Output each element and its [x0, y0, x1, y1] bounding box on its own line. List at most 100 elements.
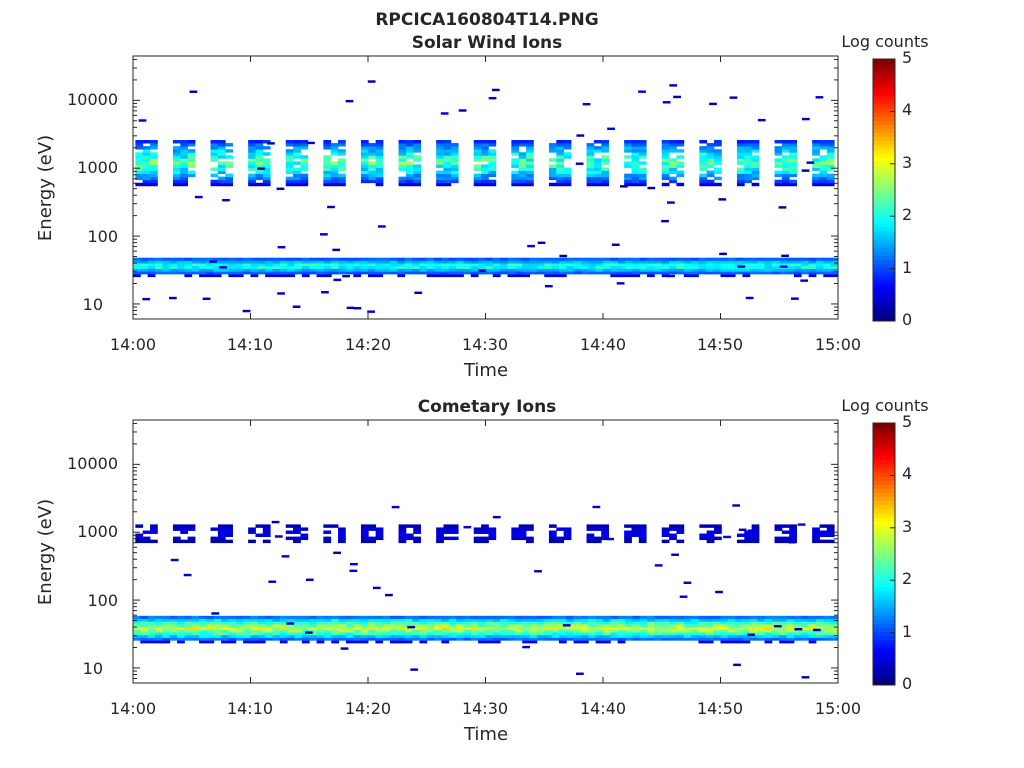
band-cell: [162, 632, 171, 636]
band-cell: [698, 623, 707, 628]
burst-cell: [285, 143, 294, 147]
band-cell: [375, 615, 384, 619]
burst-cell: [819, 155, 828, 159]
band-cell: [771, 271, 780, 275]
band-cell: [301, 271, 310, 275]
burst-cell: [187, 527, 196, 531]
burst-cell: [751, 149, 760, 153]
band-cell: [213, 615, 222, 619]
burst-cell: [563, 146, 572, 150]
burst-cell: [676, 140, 685, 144]
band-cell: [213, 257, 222, 261]
burst-cell: [473, 173, 482, 178]
band-cell: [463, 637, 472, 641]
band-cell: [793, 268, 802, 272]
burst-cell: [172, 179, 181, 184]
burst-cell: [669, 176, 677, 181]
band-cell: [595, 257, 604, 261]
band-cell: [625, 273, 633, 278]
band-cell: [279, 265, 288, 269]
band-cell: [742, 263, 751, 267]
colorbar-segment: [873, 459, 895, 465]
band-cell: [390, 263, 398, 267]
band-cell: [221, 263, 229, 267]
band-cell: [639, 260, 648, 264]
colorbar-segment: [873, 451, 895, 457]
burst-cell: [744, 158, 753, 162]
burst-cell: [338, 179, 346, 184]
burst-cell: [638, 149, 647, 153]
band-cell: [603, 637, 611, 641]
band-cell: [742, 637, 751, 641]
burst-cell: [511, 161, 520, 165]
band-cell: [397, 640, 406, 644]
band-cell: [191, 629, 200, 633]
burst-cell: [436, 158, 444, 162]
band-cell: [155, 268, 163, 272]
burst-cell: [812, 533, 820, 537]
band-cell: [206, 637, 215, 641]
burst-cell: [172, 158, 181, 162]
burst-cell: [443, 158, 452, 162]
band-cell: [536, 271, 545, 275]
band-cell: [720, 271, 729, 275]
band-cell: [654, 257, 663, 261]
band-cell: [786, 637, 795, 641]
band-cell: [478, 257, 486, 261]
band-cell: [199, 637, 207, 641]
colorbar-segment: [873, 644, 895, 649]
band-cell: [294, 634, 303, 638]
sparse-cell: [737, 265, 746, 268]
band-cell: [140, 626, 149, 630]
band-cell: [323, 634, 332, 638]
burst-cell: [413, 155, 421, 159]
band-cell: [713, 271, 721, 275]
band-cell: [551, 632, 560, 636]
band-cell: [448, 268, 457, 272]
burst-cell: [217, 179, 226, 184]
band-cell: [155, 618, 163, 622]
band-cell: [338, 623, 347, 628]
band-cell: [199, 268, 207, 272]
band-cell: [507, 265, 516, 269]
sparse-cell: [327, 205, 335, 209]
band-cell: [323, 257, 332, 261]
band-cell: [764, 618, 773, 622]
band-cell: [133, 626, 141, 630]
colorbar-tick-label: 4: [902, 100, 912, 119]
figure-title: RPCICA160804T14.PNG: [375, 10, 598, 30]
band-cell: [184, 615, 193, 619]
band-cell: [397, 632, 406, 636]
band-cell: [676, 268, 685, 272]
burst-cell: [135, 140, 144, 144]
band-cell: [353, 618, 362, 622]
band-cell: [786, 640, 795, 644]
band-cell: [514, 637, 523, 641]
band-cell: [301, 260, 310, 264]
colorbar-segment: [873, 300, 895, 306]
burst-cell: [744, 143, 753, 147]
band-cell: [448, 626, 457, 630]
band-cell: [463, 257, 472, 261]
band-cell: [580, 626, 589, 630]
burst-cell: [699, 179, 708, 184]
burst-cell: [624, 146, 632, 150]
burst-cell: [473, 167, 482, 171]
burst-cell: [473, 539, 482, 544]
burst-cell: [556, 140, 565, 144]
burst-cell: [293, 146, 301, 150]
burst-cell: [255, 533, 264, 537]
band-cell: [691, 271, 699, 275]
burst-cell: [661, 140, 670, 144]
burst-cell: [744, 536, 753, 541]
band-cell: [514, 260, 523, 264]
band-cell: [573, 621, 582, 625]
band-cell: [316, 618, 325, 622]
band-cell: [463, 271, 472, 275]
burst-cell: [526, 176, 534, 181]
band-cell: [771, 263, 780, 267]
burst-cell: [624, 533, 632, 537]
band-cell: [522, 257, 530, 261]
band-cell: [368, 257, 376, 261]
